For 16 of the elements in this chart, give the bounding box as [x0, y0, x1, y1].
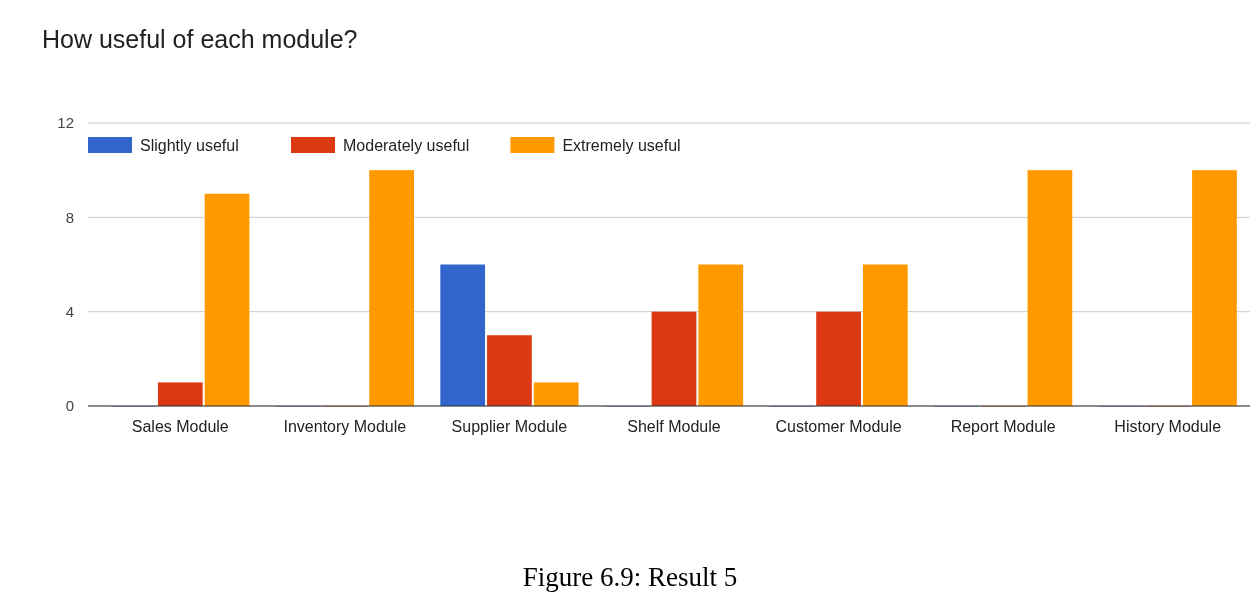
legend-label: Extremely useful — [562, 136, 681, 154]
x-tick-label: Shelf Module — [627, 418, 721, 435]
x-tick-label: Report Module — [950, 418, 1056, 435]
y-tick-label: 4 — [65, 302, 74, 320]
x-tick-label: Supplier Module — [451, 418, 568, 435]
y-tick-label: 8 — [65, 208, 74, 226]
caption: Figure 6.9: Result 5 — [522, 562, 738, 592]
x-tick-label: History Module — [1114, 418, 1222, 435]
x-tick-label: Inventory Module — [283, 418, 407, 435]
legend-label: Slightly useful — [140, 136, 239, 154]
legend-label: Moderately useful — [343, 136, 470, 154]
x-tick-label: Customer Module — [775, 418, 902, 435]
x-tick-label: Sales Module — [131, 418, 229, 435]
y-tick-label: 12 — [57, 114, 74, 132]
y-tick-label: 0 — [65, 397, 74, 415]
chart-title: How useful of each module? — [42, 25, 358, 53]
